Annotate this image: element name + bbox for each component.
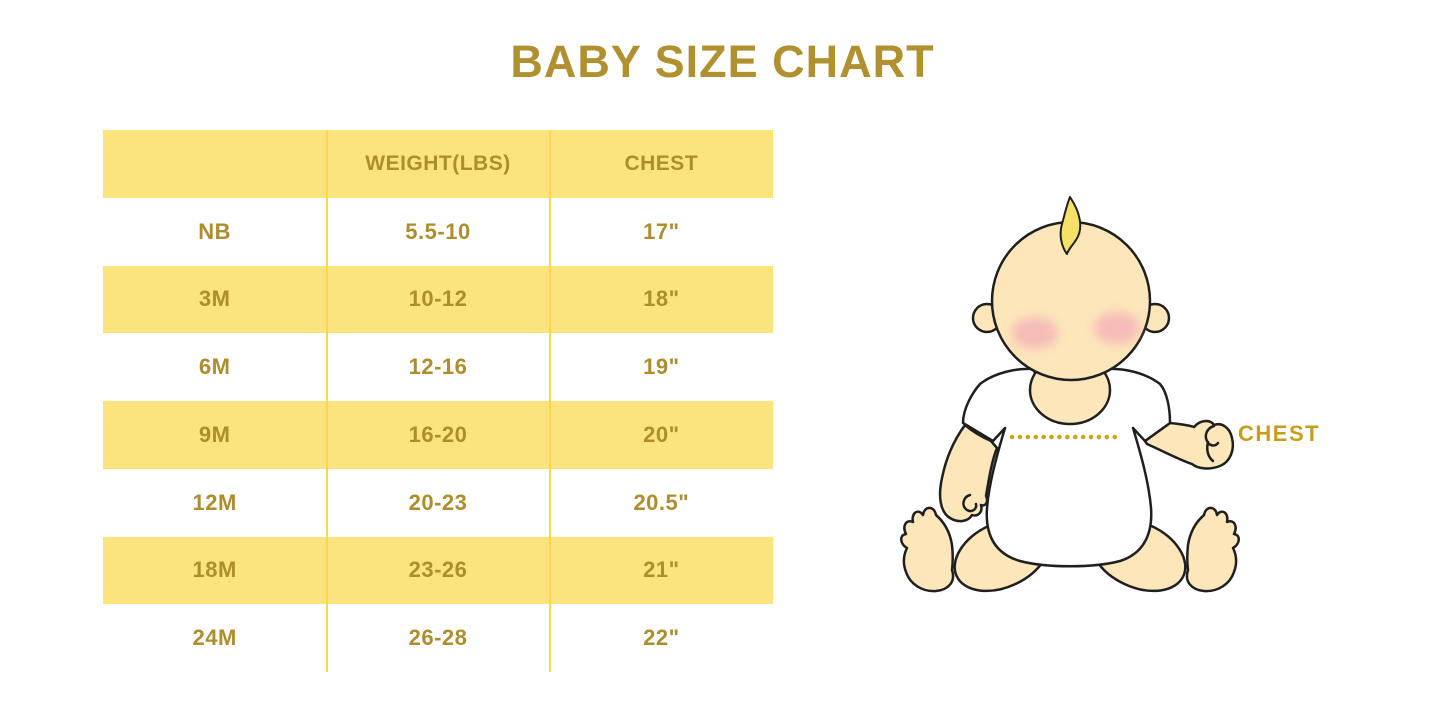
table-row: NB 5.5-10 17" — [103, 198, 773, 266]
header-weight-cell: WEIGHT(LBS) — [365, 151, 511, 175]
chest-measurement-label: CHEST — [1238, 421, 1321, 446]
size-cell: 24M — [192, 625, 237, 651]
table-row: 12M 20-23 20.5" — [103, 469, 773, 537]
weight-cell: 5.5-10 — [405, 218, 471, 244]
weight-cell: 10-12 — [408, 286, 468, 312]
weight-cell: 20-23 — [408, 489, 468, 515]
table-row: 24M 26-28 22" — [103, 604, 773, 672]
baby-hair-curl — [1059, 196, 1082, 255]
size-table: WEIGHT(LBS) CHEST NB 5.5-10 17" 3M 10-12… — [103, 130, 773, 672]
chest-cell: 17" — [643, 218, 680, 244]
header-chest-cell: CHEST — [624, 151, 699, 175]
chest-cell: 22" — [643, 625, 680, 651]
size-cell: 18M — [192, 557, 237, 583]
table-header-row: WEIGHT(LBS) CHEST — [103, 130, 773, 198]
table-row: 18M 23-26 21" — [103, 536, 773, 605]
chest-cell: 19" — [643, 354, 680, 380]
size-cell: NB — [198, 218, 232, 244]
size-cell: 6M — [198, 354, 231, 380]
baby-left-foot — [900, 506, 955, 593]
size-cell: 3M — [198, 286, 231, 312]
baby-right-arm — [1143, 419, 1235, 470]
baby-left-cheek — [1012, 317, 1058, 349]
weight-cell: 12-16 — [408, 354, 468, 380]
baby-right-foot — [1185, 506, 1240, 593]
column-divider — [325, 130, 328, 672]
weight-cell: 26-28 — [408, 625, 468, 651]
page-title: BABY SIZE CHART — [510, 36, 935, 87]
table-row: 6M 12-16 19" — [103, 333, 773, 401]
baby-fist-detail — [1204, 424, 1220, 463]
size-cell: 9M — [198, 421, 231, 447]
baby-left-hand-detail — [962, 493, 978, 513]
chest-cell: 20" — [643, 421, 680, 447]
chest-cell: 21" — [643, 557, 680, 583]
chest-cell: 20.5" — [633, 489, 690, 515]
table-row: 3M 10-12 18" — [103, 265, 773, 334]
baby-left-arm — [938, 423, 999, 523]
baby-right-cheek — [1094, 312, 1140, 344]
column-divider — [548, 130, 551, 672]
table-row: 9M 16-20 20" — [103, 401, 773, 469]
chest-cell: 18" — [643, 286, 680, 312]
baby-illustration — [900, 196, 1240, 593]
weight-cell: 23-26 — [408, 557, 468, 583]
size-cell: 12M — [192, 489, 237, 515]
weight-cell: 16-20 — [408, 421, 468, 447]
